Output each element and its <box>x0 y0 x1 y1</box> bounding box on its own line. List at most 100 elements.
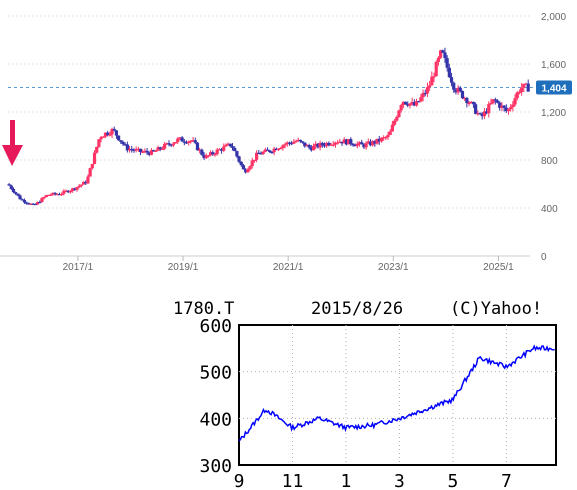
candle-body <box>230 146 235 148</box>
x-tick-label: 2017/1 <box>63 262 94 273</box>
candle-body <box>397 110 401 118</box>
candle-body <box>520 87 524 92</box>
plot-frame <box>238 324 557 466</box>
candle-body <box>62 190 66 194</box>
candle-body <box>18 195 22 200</box>
candle-body <box>81 181 86 185</box>
candle-body <box>403 101 408 105</box>
candle-body <box>522 83 526 88</box>
candle-body <box>209 152 213 156</box>
candle-body <box>173 141 178 144</box>
candle-body <box>248 166 252 170</box>
candle-body <box>467 102 471 105</box>
x-tick-label: 3 <box>394 471 405 490</box>
candle-body <box>272 148 276 153</box>
candle-body <box>482 111 486 117</box>
candle-body <box>84 181 88 184</box>
candle-body <box>132 149 136 151</box>
current-value-label: 1,404 <box>541 84 566 95</box>
candle-body <box>368 141 373 146</box>
x-tick-label: 9 <box>234 471 245 490</box>
candle-body <box>191 140 195 142</box>
candle-body <box>244 169 248 173</box>
candle-body <box>35 202 40 205</box>
candle-body <box>259 153 263 155</box>
candle-body <box>195 142 200 151</box>
candle-body <box>388 131 392 135</box>
candle-body <box>366 141 370 144</box>
candle-body <box>145 150 149 153</box>
candle-body <box>108 134 112 136</box>
x-tick-label: 2019/1 <box>168 262 199 273</box>
arrow-shaft <box>10 120 15 150</box>
candlestick-chart: 2,000 1,600 1,200 800 400 0 2017/1 2019/1 2021/… <box>0 12 572 273</box>
candle-body <box>515 92 519 99</box>
candle-body <box>180 137 184 142</box>
current-value-badge: 1,404 <box>536 80 572 95</box>
candle-body <box>103 132 108 137</box>
candle-body <box>509 107 513 110</box>
candle-body <box>119 140 123 142</box>
candle-body <box>500 105 504 108</box>
candle-body <box>279 147 283 150</box>
candle-body <box>495 100 500 103</box>
candle-body <box>268 150 272 152</box>
candle-body <box>7 184 11 186</box>
candle-body <box>371 141 375 146</box>
candle-body <box>51 192 55 195</box>
candle-body <box>322 145 327 147</box>
candle-body <box>97 139 101 147</box>
candle-body <box>79 184 83 186</box>
x-tick-label: 2023/1 <box>378 262 409 273</box>
candle-body <box>344 139 349 145</box>
candle-body <box>219 149 224 151</box>
candle-body <box>491 99 495 103</box>
candle-body <box>206 155 211 157</box>
candle-body <box>57 194 62 196</box>
candle-body <box>320 143 324 146</box>
candle-body <box>167 143 171 145</box>
candle-body <box>20 199 24 201</box>
candle-body <box>200 149 204 155</box>
y-tick-label: 0 <box>541 252 547 263</box>
candle-body <box>346 139 351 145</box>
y-tick-label: 1,600 <box>541 60 566 71</box>
line-chart: 1780.T 2015/8/26 (C)Yahoo! 600500400300 … <box>173 299 557 490</box>
candle-body <box>438 50 443 58</box>
candle-body <box>287 142 292 144</box>
candle-body <box>303 142 307 147</box>
candle-body <box>134 149 138 151</box>
candle-body <box>298 139 303 142</box>
candle-body <box>38 202 42 204</box>
candle-body <box>184 142 189 144</box>
candle-body <box>329 144 333 146</box>
candle-body <box>314 143 318 146</box>
current-value-badge-bg <box>536 80 572 95</box>
candle-body <box>95 146 99 153</box>
candle-body <box>246 169 250 173</box>
candle-body <box>325 142 329 146</box>
candle-body <box>211 152 215 155</box>
candle-body <box>270 151 274 154</box>
candle-body <box>143 150 147 153</box>
candle-body <box>117 135 121 141</box>
candle-body <box>274 148 278 151</box>
candle-body <box>357 142 362 144</box>
candle-body <box>493 99 497 101</box>
candle-body <box>432 76 436 78</box>
candle-body <box>360 142 364 145</box>
y-tick-label: 500 <box>199 363 232 384</box>
y-tick-label: 300 <box>199 456 232 477</box>
candle-body <box>215 149 219 155</box>
candle-body <box>237 156 241 162</box>
x-tick-label: 2025/1 <box>483 262 514 273</box>
candle-body <box>235 151 239 157</box>
candle-body <box>395 117 399 121</box>
candle-body <box>283 144 287 146</box>
candle-body <box>53 192 57 195</box>
candle-body <box>25 202 29 204</box>
candle-body <box>460 91 465 99</box>
candle-body <box>428 85 432 88</box>
candle-body <box>156 147 160 151</box>
